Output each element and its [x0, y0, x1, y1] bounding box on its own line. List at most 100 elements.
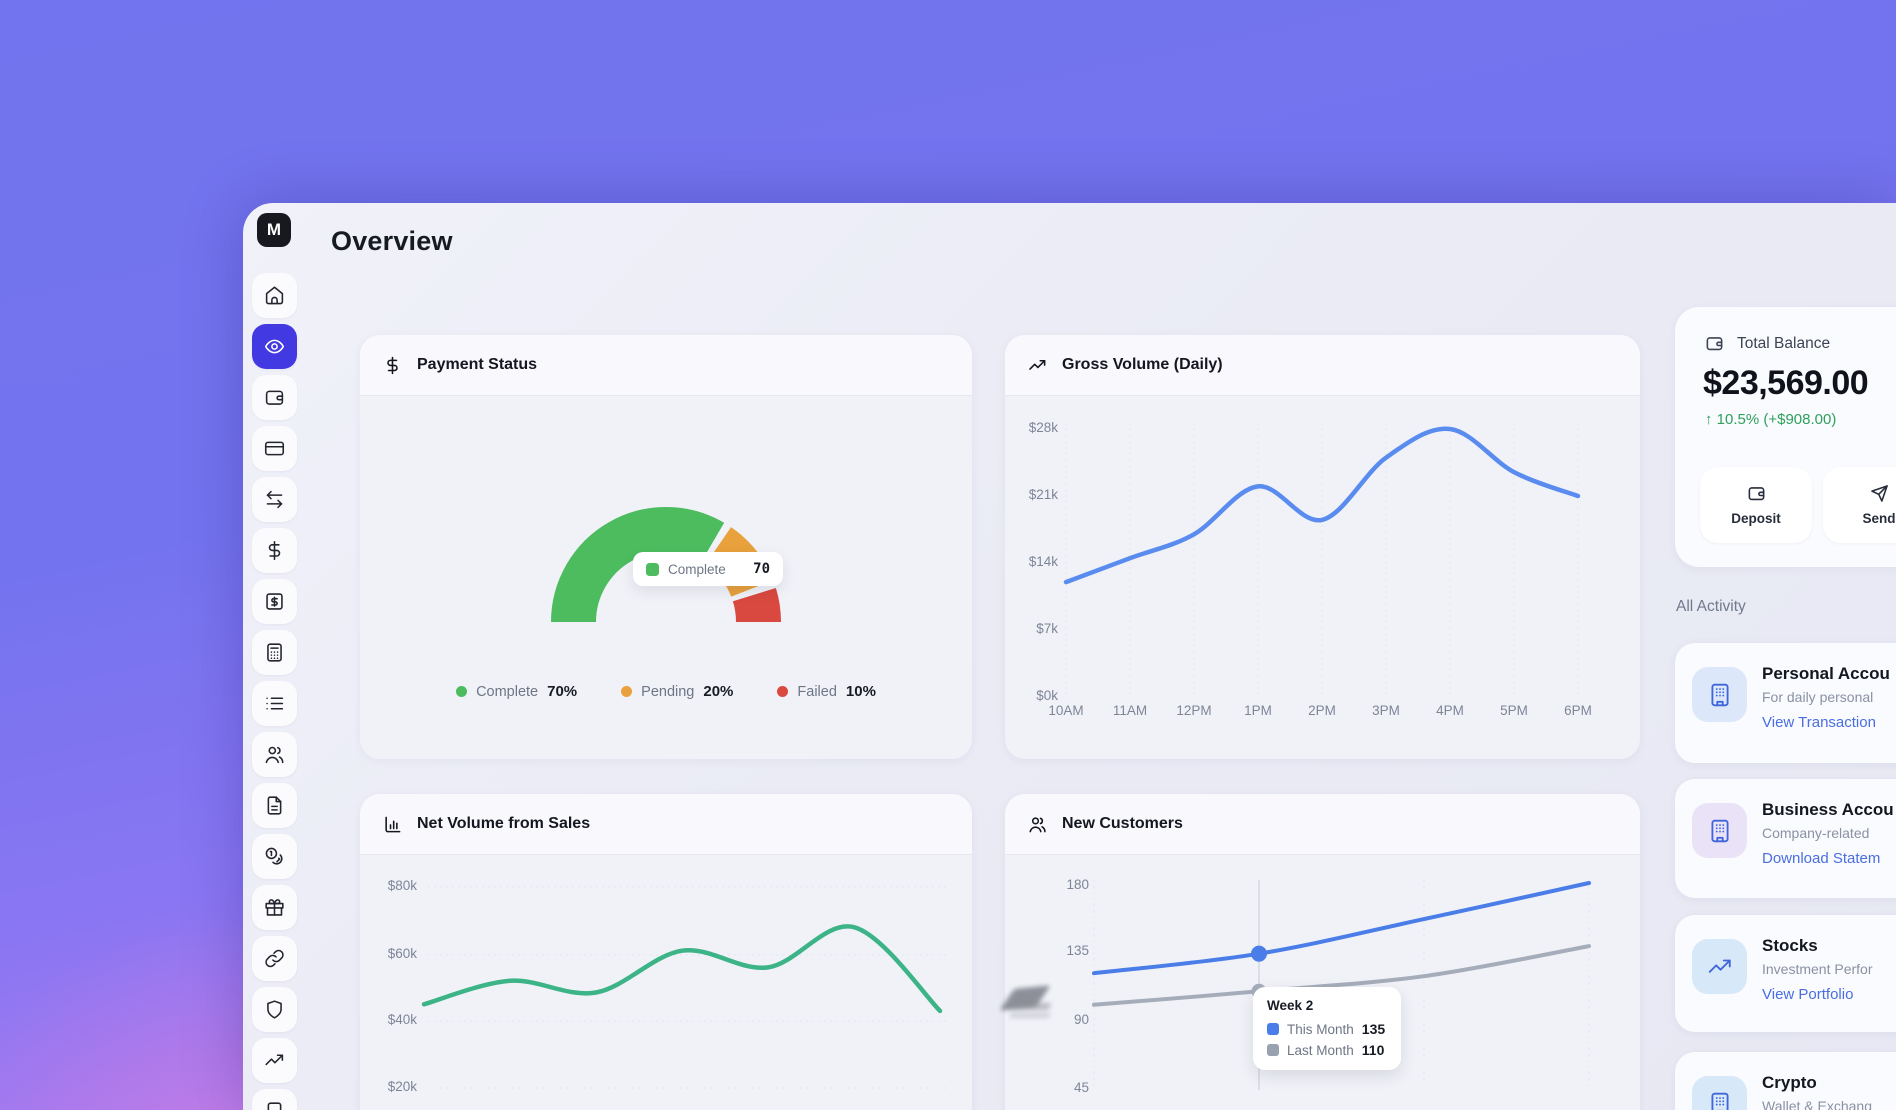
legend-dot: [777, 686, 789, 697]
legend-item-complete: Complete 70%: [456, 683, 577, 700]
x-axis-label: 2PM: [1308, 703, 1336, 718]
activity-icon-tile: [1692, 1076, 1747, 1110]
download-statement-link[interactable]: Download Statem: [1762, 850, 1881, 867]
view-portfolio-link[interactable]: View Portfolio: [1762, 986, 1854, 1003]
coins-icon: [264, 846, 285, 867]
x-axis-label: 10AM: [1048, 703, 1084, 718]
activity-item-stocks[interactable]: Stocks Investment Perfor View Portfolio: [1675, 915, 1896, 1032]
balance-amount: $23,569.00: [1703, 364, 1869, 402]
activity-item-personal-account[interactable]: Personal Accou For daily personal View T…: [1675, 643, 1896, 763]
gauge-segment-complete: [551, 507, 725, 623]
sidebar-item-payments[interactable]: [252, 528, 297, 573]
card-header: New Customers: [1005, 794, 1640, 855]
card-header: Net Volume from Sales: [360, 794, 972, 855]
all-activity-heading: All Activity: [1676, 598, 1746, 615]
x-axis-label: 12PM: [1176, 703, 1212, 718]
sidebar-item-invoices[interactable]: [252, 579, 297, 624]
sidebar-item-links[interactable]: [252, 936, 297, 981]
deposit-button[interactable]: Deposit: [1700, 467, 1812, 543]
y-axis-label: $80k: [387, 878, 417, 893]
send-button[interactable]: Send: [1823, 467, 1896, 543]
y-axis-label: $14k: [1028, 554, 1058, 569]
sidebar-item-device[interactable]: [252, 1089, 297, 1110]
y-axis-label: $7k: [1036, 621, 1058, 636]
total-balance-card: Total Balance $23,569.00 ↑ 10.5% (+$908.…: [1675, 307, 1896, 567]
gauge-legend: Complete 70% Pending 20% Failed 10%: [360, 683, 972, 700]
app-logo: M: [257, 213, 291, 247]
x-axis-label: 3PM: [1372, 703, 1400, 718]
sidebar-item-security[interactable]: [252, 987, 297, 1032]
sidebar-item-coins[interactable]: [252, 834, 297, 879]
series-gross-volume: [1063, 426, 1581, 585]
sidebar-item-home[interactable]: [252, 273, 297, 318]
data-point-dot: [1251, 945, 1267, 962]
gross-volume-chart[interactable]: [1005, 335, 1640, 759]
activity-icon-tile: [1692, 667, 1747, 722]
y-axis-label: $20k: [387, 1079, 417, 1094]
link-icon: [264, 948, 285, 969]
legend-swatch: [646, 562, 659, 576]
y-axis-label: $28k: [1028, 420, 1058, 435]
sidebar-item-analytics[interactable]: [252, 1038, 297, 1083]
tooltip-value: 70: [753, 561, 770, 577]
sidebar-item-wallet[interactable]: [252, 375, 297, 420]
net-volume-chart[interactable]: [360, 794, 972, 1110]
sidebar-item-list[interactable]: [252, 681, 297, 726]
y-axis-label: $21k: [1028, 487, 1058, 502]
legend-item-pending: Pending 20%: [621, 683, 733, 700]
building-icon: [1707, 682, 1733, 708]
legend-dot: [621, 686, 633, 697]
y-axis-label: $0k: [1036, 688, 1058, 703]
x-axis-label: 11AM: [1112, 703, 1148, 718]
x-axis-label: 5PM: [1500, 703, 1528, 718]
gauge-segment-failed: [732, 587, 782, 623]
legend-swatch: [1267, 1044, 1279, 1056]
gauge-tooltip: Complete 70: [633, 552, 783, 586]
sidebar-item-customers[interactable]: [252, 732, 297, 777]
transfer-arrows-icon: [264, 489, 285, 510]
week-tooltip: Week 2 This Month 135 Last Month 110: [1253, 987, 1401, 1070]
tooltip-title: Week 2: [1267, 998, 1314, 1013]
y-axis-label: 45: [1073, 1080, 1089, 1095]
building-icon: [1707, 818, 1733, 844]
sidebar-item-rewards[interactable]: [252, 885, 297, 930]
new-customers-card: New Customers 180 135 90 45 Week 2 This Mon…: [1005, 794, 1640, 1110]
device-icon: [264, 1101, 285, 1110]
sidebar: [252, 273, 297, 1110]
card-title: New Customers: [1062, 815, 1183, 832]
receipt-icon: [264, 591, 285, 612]
page-title: Overview: [331, 226, 453, 256]
file-text-icon: [264, 795, 285, 816]
activity-icon-tile: [1692, 939, 1747, 994]
users-icon: [264, 744, 285, 765]
y-axis-label: $40k: [387, 1012, 417, 1027]
wallet-icon: [264, 387, 285, 408]
view-transactions-link[interactable]: View Transaction: [1762, 714, 1876, 731]
dollar-sign-icon: [264, 540, 285, 561]
calculator-icon: [264, 642, 285, 663]
x-axis-label: 1PM: [1244, 703, 1272, 718]
legend-dot: [456, 686, 468, 697]
sidebar-item-cards[interactable]: [252, 426, 297, 471]
activity-item-crypto[interactable]: Crypto Wallet & Exchang: [1675, 1052, 1896, 1110]
balance-label: Total Balance: [1737, 334, 1831, 352]
sidebar-item-transfers[interactable]: [252, 477, 297, 522]
sidebar-item-calculator[interactable]: [252, 630, 297, 675]
building-icon: [1707, 1091, 1733, 1110]
y-axis-label: 135: [1066, 943, 1089, 958]
activity-item-business-account[interactable]: Business Accou Company-related Download …: [1675, 779, 1896, 898]
balance-header: Total Balance: [1705, 334, 1830, 353]
tooltip-row: This Month 135: [1267, 1021, 1387, 1037]
balance-change: ↑ 10.5% (+$908.00): [1705, 411, 1837, 428]
card-title: Net Volume from Sales: [417, 815, 591, 832]
sidebar-item-overview[interactable]: [252, 324, 297, 369]
send-icon: [1870, 484, 1889, 503]
card-header: Gross Volume (Daily): [1005, 335, 1640, 396]
shield-icon: [264, 999, 285, 1020]
gift-icon: [264, 897, 285, 918]
home-icon: [264, 285, 285, 306]
card-header: Payment Status: [360, 335, 972, 396]
trending-up-icon: [1707, 954, 1733, 980]
gross-volume-card: Gross Volume (Daily) $28k $21k $14k $7k $0k 1…: [1005, 335, 1640, 759]
sidebar-item-documents[interactable]: [252, 783, 297, 828]
